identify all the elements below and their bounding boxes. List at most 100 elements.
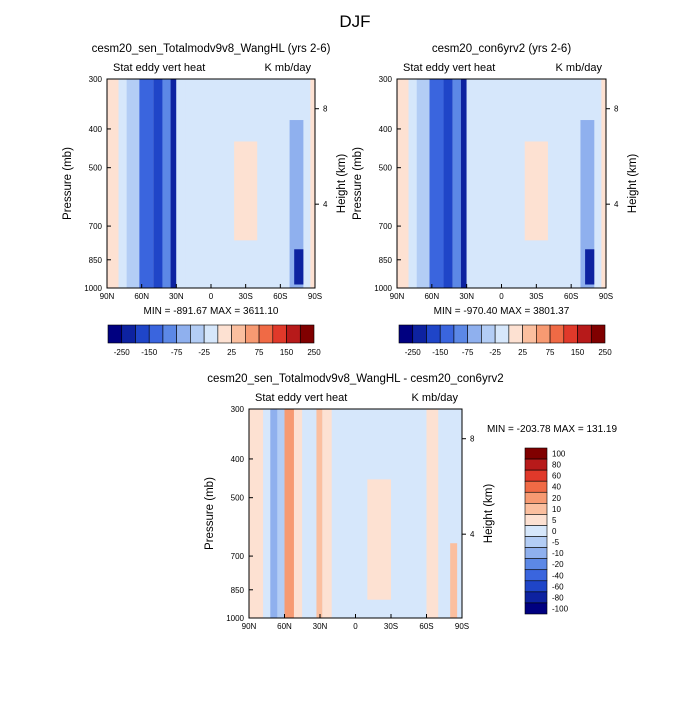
panel-1-colorbar-label: -75 (462, 348, 474, 357)
panel-2-colorbar-label: -5 (552, 538, 560, 547)
panel-2-colorbar-box (524, 558, 548, 571)
panel-1-subtitle-right: K mb/day (556, 62, 603, 74)
panel-1-cell (460, 79, 467, 288)
panel-2-xtick-label: 90N (242, 622, 257, 631)
panel-2-cell (426, 409, 439, 618)
panel-0-cell (185, 79, 217, 288)
panel-1-ytick-label: 1000 (374, 284, 392, 293)
panel-2-ytick-label: 500 (231, 494, 245, 503)
panel-1-cell (466, 79, 476, 288)
panel-1-colorbar-box (453, 324, 468, 344)
panel-0-cell (294, 249, 304, 285)
panel-1-colorbar-label: -250 (405, 348, 422, 357)
panel-1-xtick-label: 90N (390, 292, 405, 301)
panel-1-ytick-label: 500 (379, 164, 393, 173)
panel-1-cell (416, 79, 430, 288)
panel-0-stats: MIN = -891.67 MAX = 3611.10 (144, 306, 279, 317)
panel-2-ytick-label: 700 (231, 552, 245, 561)
panel-1-htick-label: 8 (614, 105, 619, 114)
panel-1-ytick-label: 400 (379, 125, 393, 134)
panel-2-ytick-label: 850 (231, 586, 245, 595)
panel-1-xtick-label: 60N (424, 292, 439, 301)
panel-1-colorbar-box (494, 324, 510, 344)
panel-1-cell (429, 79, 444, 288)
panel-2-htick-label: 4 (470, 530, 475, 539)
panel-1-colorbar-box (549, 324, 565, 344)
panel-2-colorbar-label: 100 (552, 450, 566, 459)
panel-2-htick-label: 8 (470, 435, 475, 444)
panel-1-colorbar-label: -150 (432, 348, 449, 357)
panel-2-cell (293, 409, 303, 618)
panel-0-colorbar-box (107, 324, 123, 344)
panel-2-colorbar-box (524, 525, 548, 537)
panel-0-colorbar-box (135, 324, 150, 344)
figure-title: DJF (339, 12, 370, 31)
panel-2-cell (277, 409, 285, 618)
panel-2-colorbar-label: -60 (552, 582, 564, 591)
panel-0-cell (271, 79, 283, 288)
panel-2-colorbar-box (524, 469, 548, 482)
panel-0-cell (118, 79, 127, 288)
panel-0-ytick-label: 500 (89, 164, 103, 173)
panel-1-colorbar-box (563, 324, 578, 344)
panel-0-colorbar-box (121, 324, 136, 344)
panel-0-cell (139, 79, 154, 288)
panel-1-htick-label: 4 (614, 200, 619, 209)
panel-1-ytick-label: 850 (379, 256, 393, 265)
panel-1-ylabel-right: Height (km) (627, 154, 639, 214)
panel-1-cell (452, 79, 461, 288)
panel-2-ylabel-right: Height (km) (483, 484, 495, 544)
panel-0-colorbar-label: 250 (307, 348, 321, 357)
panel-0-ytick-label: 300 (89, 75, 103, 84)
panel-0-colorbar-box (148, 324, 164, 344)
panel-0-colorbar-box (258, 324, 274, 344)
panel-2-colorbar-label: 20 (552, 494, 561, 503)
panel-1-xtick-label: 60S (564, 292, 578, 301)
panel-1-colorbar-label: 25 (518, 348, 527, 357)
panel-2-colorbar-box (524, 569, 548, 582)
panel-1-colorbar-label: 75 (546, 348, 555, 357)
panel-0-colorbar-box (176, 324, 191, 344)
panel-1-cell (580, 120, 595, 289)
panel-0-xtick-label: 30S (239, 292, 253, 301)
panel-1-colorbar-box (522, 324, 537, 344)
panel-0-htick-label: 4 (323, 200, 328, 209)
panel-1-colorbar-box (590, 324, 606, 344)
panel-2-ytick-label: 300 (231, 405, 245, 414)
panel-2-cell (263, 409, 271, 618)
panel-2-colorbar-label: 60 (552, 472, 561, 481)
panel-0-colorbar-box (286, 324, 301, 344)
panel-0-ylabel-right: Height (km) (336, 154, 348, 214)
panel-2-colorbar-label: 40 (552, 483, 561, 492)
panel-2-xtick-label: 90S (455, 622, 469, 631)
panel-0-colorbar-box (162, 324, 177, 344)
panel-0-colorbar-box (217, 324, 232, 344)
panel-1-colorbar-box (508, 324, 523, 344)
panel-1-colorbar-box (577, 324, 592, 344)
panel-2-cell (316, 409, 323, 618)
panel-0-xtick-label: 30N (169, 292, 184, 301)
panel-2-colorbar-box (524, 458, 548, 471)
panel-1-cell (397, 79, 409, 288)
panel-1-colorbar-box (426, 324, 441, 344)
panel-0-xtick-label: 60S (273, 292, 287, 301)
panel-0-colorbar-box (245, 324, 260, 344)
panel-2-xtick-label: 60S (419, 622, 433, 631)
panel-0-ylabel: Pressure (mb) (62, 147, 74, 220)
panel-0-cell (303, 79, 311, 288)
panel-2-colorbar-label: -10 (552, 549, 564, 558)
panel-2-cell (450, 543, 458, 618)
panel-2-stats: MIN = -203.78 MAX = 131.19 (487, 424, 618, 435)
panel-2-colorbar-label: 5 (552, 516, 557, 525)
panel-0-cell (126, 79, 140, 288)
panel-1-colorbar-box (398, 324, 414, 344)
panel-2-colorbar-box (524, 536, 548, 548)
panel-2-xtick-label: 30N (313, 622, 328, 631)
panel-2-colorbar-box (524, 602, 548, 615)
panel-2-colorbar-box (524, 447, 548, 460)
panel-2-colorbar-label: 0 (552, 527, 557, 536)
panel-0-ytick-label: 1000 (84, 284, 102, 293)
panel-2-cell (270, 409, 278, 618)
